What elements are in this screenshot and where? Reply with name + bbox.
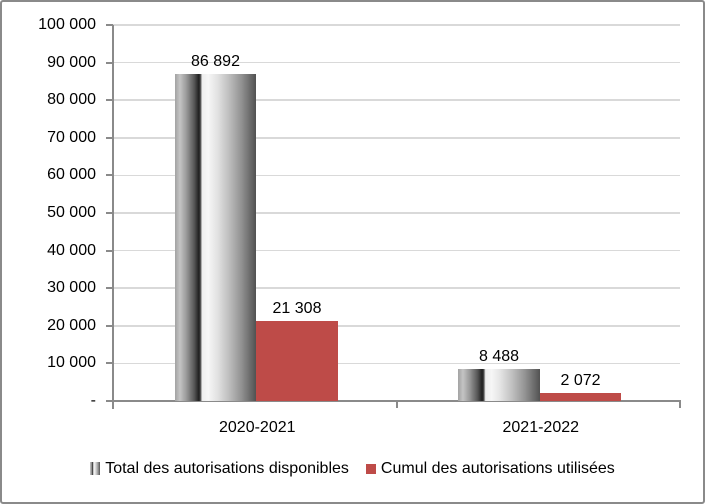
bar-value-label: 8 488 <box>478 348 520 366</box>
bar <box>174 74 257 401</box>
y-axis-tick <box>106 362 113 365</box>
y-tick-label: 100 000 <box>38 16 96 33</box>
bar-value-label: 21 308 <box>272 299 322 317</box>
y-axis-tick <box>106 61 113 64</box>
gridline <box>113 174 680 177</box>
y-axis-tick <box>106 324 113 327</box>
y-axis-tick <box>106 174 113 177</box>
bar-value-label: 86 892 <box>191 53 240 71</box>
y-axis-tick <box>106 99 113 102</box>
y-axis-tick <box>106 136 113 139</box>
y-axis-tick <box>106 400 113 402</box>
y-tick-label: 10 000 <box>47 354 96 372</box>
y-tick-label: 70 000 <box>47 128 96 146</box>
y-tick-label: 40 000 <box>47 241 96 259</box>
y-axis-tick <box>106 249 113 252</box>
bar <box>539 393 622 401</box>
gridline <box>113 99 680 101</box>
gridline <box>113 287 680 289</box>
legend-swatch-gray-cylinder-icon <box>90 462 101 475</box>
bar-value-label: 2 072 <box>560 372 601 390</box>
y-tick-label: 90 000 <box>47 53 96 71</box>
gridline <box>113 24 680 26</box>
bar <box>256 320 338 401</box>
y-axis-tick <box>106 212 113 214</box>
gridline <box>113 362 680 365</box>
y-axis-line <box>112 25 114 409</box>
gridline <box>113 325 680 327</box>
y-tick-label: 20 000 <box>47 316 96 334</box>
gridline <box>113 61 680 64</box>
legend-entry: Total des autorisations disponibles <box>90 460 349 478</box>
gridline <box>113 212 680 214</box>
x-category-label: 2020-2021 <box>218 419 296 436</box>
y-tick-label: 60 000 <box>47 166 96 184</box>
legend-label: Total des autorisations disponibles <box>105 459 349 477</box>
legend-label: Cumul des autorisations utilisées <box>380 459 615 477</box>
x-axis-tick <box>679 401 681 408</box>
gridline <box>113 137 680 139</box>
y-tick-label: 80 000 <box>47 91 96 109</box>
x-axis-tick <box>112 401 114 408</box>
x-category-label: 2021-2022 <box>502 419 580 436</box>
x-axis-tick <box>395 401 398 408</box>
y-axis-tick <box>106 24 113 26</box>
gridline <box>113 249 680 252</box>
legend-swatch-red-icon <box>365 463 376 474</box>
legend: Total des autorisations disponibles Cumul… <box>2 455 703 482</box>
y-tick-label: 50 000 <box>47 204 96 221</box>
bar <box>458 369 540 401</box>
legend-entry: Cumul des autorisations utilisées <box>365 459 615 478</box>
y-tick-label: 30 000 <box>47 279 96 297</box>
y-axis-tick <box>106 287 113 290</box>
y-tick-label: - <box>90 392 96 409</box>
